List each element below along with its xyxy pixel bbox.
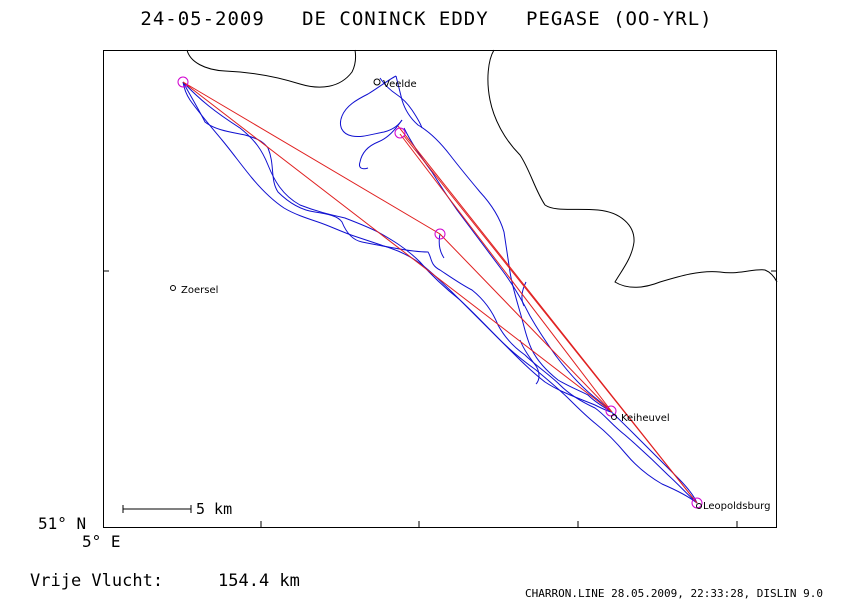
- distance-label: Vrije Vlucht:: [30, 571, 164, 591]
- longitude-label: 5° E: [82, 532, 121, 551]
- scale-bar: [122, 505, 192, 513]
- border-lines: [186, 49, 778, 288]
- task-lines: [182, 81, 698, 504]
- place-label-leopoldsburg: Leopoldsburg: [703, 501, 771, 512]
- place-label-zoersel: Zoersel: [181, 285, 219, 296]
- place-markers: [170, 78, 702, 509]
- scale-label: 5 km: [196, 500, 233, 518]
- axis-ticks: [103, 270, 777, 527]
- latitude-label: 51° N: [38, 514, 87, 533]
- map-frame: [103, 50, 777, 528]
- distance-value: 154.4 km: [218, 571, 300, 591]
- page-title: 24-05-2009 DE CONINCK EDDY PEGASE (OO-YR…: [140, 8, 713, 30]
- flight-track: [182, 75, 698, 504]
- place-label-keiheuvel: Keiheuvel: [621, 413, 670, 424]
- place-label-veelde: Veelde: [383, 79, 417, 90]
- turnpoints: [177, 76, 703, 509]
- footer-credit: CHARRON.LINE 28.05.2009, 22:33:28, DISLI…: [524, 587, 823, 600]
